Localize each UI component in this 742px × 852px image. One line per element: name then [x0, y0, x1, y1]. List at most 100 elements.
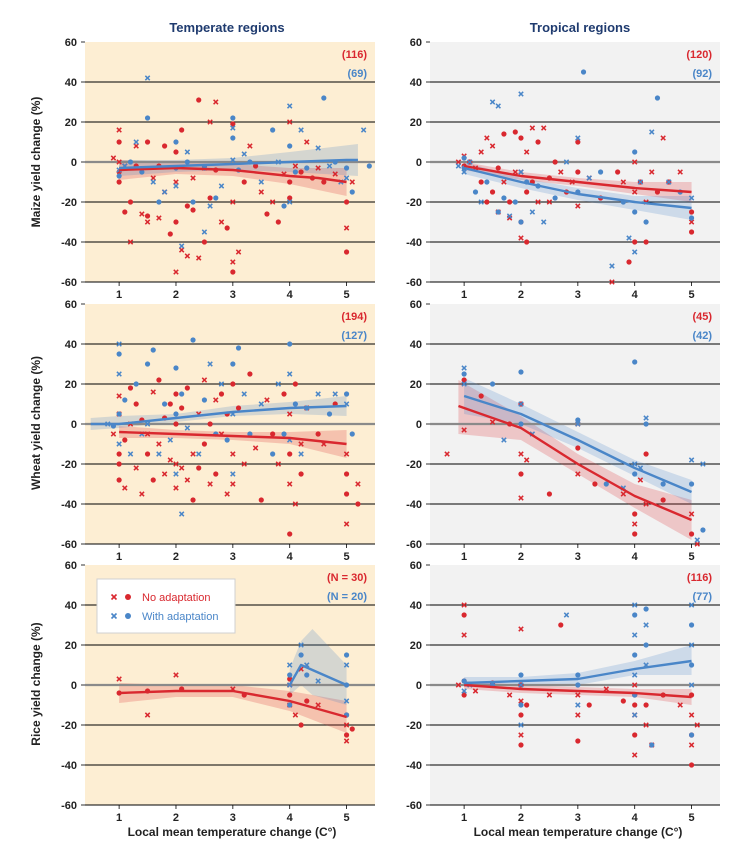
- x-tick-label: 4: [632, 551, 639, 563]
- x-tick-label: 3: [230, 551, 236, 563]
- point-no-adaptation-cross: [694, 541, 700, 547]
- point-with-adaptation-dot: [230, 361, 236, 367]
- point-no-adaptation-dot: [270, 431, 276, 437]
- fit-line-with-adaptation: [463, 394, 693, 494]
- point-no-adaptation-dot: [264, 211, 270, 217]
- point-no-adaptation-dot: [213, 471, 219, 477]
- point-with-adaptation-cross: [343, 698, 350, 704]
- point-no-adaptation-dot: [287, 531, 293, 537]
- column-title-tropical: Tropical regions: [530, 20, 630, 35]
- point-no-adaptation-dot: [201, 441, 208, 447]
- point-no-adaptation-cross: [349, 179, 355, 185]
- point-no-adaptation-cross: [649, 169, 655, 175]
- point-no-adaptation-cross: [637, 477, 644, 483]
- point-no-adaptation-dot: [524, 239, 530, 245]
- point-no-adaptation-cross: [529, 125, 536, 131]
- point-no-adaptation-cross: [343, 521, 350, 527]
- point-with-adaptation-dot: [247, 431, 253, 437]
- point-no-adaptation-cross: [631, 521, 638, 527]
- point-no-adaptation-cross: [195, 255, 202, 261]
- point-with-adaptation-cross: [688, 457, 695, 463]
- x-tick-label: 4: [632, 289, 639, 301]
- point-no-adaptation-dot: [461, 692, 467, 698]
- point-with-adaptation-cross: [326, 163, 333, 169]
- point-with-adaptation-cross: [461, 169, 467, 175]
- point-with-adaptation-cross: [506, 213, 513, 219]
- x-tick-label: 3: [575, 812, 581, 824]
- point-with-adaptation-dot: [632, 209, 638, 215]
- point-no-adaptation-cross: [484, 135, 490, 141]
- y-tick-label: 60: [65, 37, 77, 49]
- point-with-adaptation-dot: [643, 642, 649, 648]
- y-tick-label: -20: [406, 720, 422, 732]
- point-no-adaptation-dot: [632, 531, 638, 537]
- point-no-adaptation-cross: [631, 159, 638, 165]
- x-tick-label: 5: [344, 812, 350, 824]
- count-with-adaptation: (92): [692, 68, 712, 80]
- point-with-adaptation-dot: [116, 411, 122, 417]
- point-no-adaptation-cross: [315, 702, 321, 708]
- point-no-adaptation-dot: [518, 135, 524, 141]
- point-no-adaptation-cross: [631, 189, 638, 195]
- legend-cross-marker-red: [110, 593, 118, 601]
- xlabel-temperate: Local mean temperature change (C°): [128, 825, 337, 839]
- legend-cross-marker-blue: [110, 612, 118, 620]
- point-with-adaptation-cross: [173, 471, 179, 477]
- y-tick-label: -40: [406, 499, 422, 511]
- point-no-adaptation-cross: [184, 253, 191, 259]
- point-no-adaptation-dot: [615, 169, 621, 175]
- point-no-adaptation-dot: [518, 471, 524, 477]
- point-no-adaptation-cross: [343, 225, 350, 231]
- count-no-adaptation: (194): [341, 311, 367, 323]
- point-with-adaptation-cross: [298, 642, 304, 648]
- point-with-adaptation-dot: [343, 165, 350, 171]
- point-no-adaptation-cross: [161, 471, 168, 477]
- point-no-adaptation-cross: [190, 451, 196, 457]
- point-with-adaptation-cross: [178, 243, 185, 249]
- point-no-adaptation-cross: [677, 702, 683, 708]
- legend-dot-marker-red: [125, 594, 131, 600]
- x-tick-label: 3: [230, 289, 236, 301]
- point-no-adaptation-cross: [286, 481, 293, 487]
- count-no-adaptation: (N = 30): [327, 572, 367, 584]
- point-no-adaptation-cross: [575, 692, 581, 698]
- point-no-adaptation-dot: [489, 189, 496, 195]
- point-no-adaptation-cross: [501, 179, 507, 185]
- point-no-adaptation-dot: [501, 131, 507, 137]
- point-with-adaptation-dot: [287, 143, 293, 149]
- point-no-adaptation-cross: [207, 119, 213, 125]
- point-with-adaptation-cross: [575, 421, 581, 427]
- point-no-adaptation-dot: [632, 702, 638, 708]
- y-tick-label: 0: [416, 680, 422, 692]
- point-with-adaptation-dot: [287, 702, 293, 708]
- point-with-adaptation-cross: [218, 183, 225, 189]
- point-with-adaptation-dot: [518, 702, 524, 708]
- point-no-adaptation-cross: [167, 457, 174, 463]
- point-no-adaptation-cross: [298, 441, 304, 447]
- point-no-adaptation-cross: [461, 427, 467, 433]
- point-no-adaptation-cross: [688, 511, 695, 517]
- point-with-adaptation-dot: [632, 652, 638, 658]
- point-no-adaptation-dot: [287, 692, 293, 698]
- point-no-adaptation-cross: [518, 698, 524, 704]
- point-no-adaptation-cross: [575, 712, 581, 718]
- point-with-adaptation-dot: [580, 69, 587, 75]
- y-tick-label: -40: [61, 760, 77, 772]
- point-no-adaptation-dot: [558, 622, 564, 628]
- point-no-adaptation-dot: [116, 477, 122, 483]
- point-no-adaptation-cross: [116, 159, 122, 165]
- point-no-adaptation-dot: [287, 451, 293, 457]
- point-no-adaptation-dot: [173, 219, 179, 225]
- point-no-adaptation-cross: [292, 712, 299, 718]
- point-with-adaptation-dot: [326, 411, 333, 417]
- y-tick-label: 40: [410, 77, 422, 89]
- point-no-adaptation-dot: [298, 722, 304, 728]
- fit-line-no-adaptation: [119, 430, 347, 446]
- point-no-adaptation-cross: [315, 165, 321, 171]
- x-tick-label: 2: [173, 812, 179, 824]
- point-no-adaptation-cross: [631, 682, 638, 688]
- point-no-adaptation-dot: [461, 377, 467, 383]
- fit-line-with-adaptation: [119, 158, 358, 170]
- point-with-adaptation-cross: [286, 103, 293, 109]
- x-tick-label: 3: [575, 289, 581, 301]
